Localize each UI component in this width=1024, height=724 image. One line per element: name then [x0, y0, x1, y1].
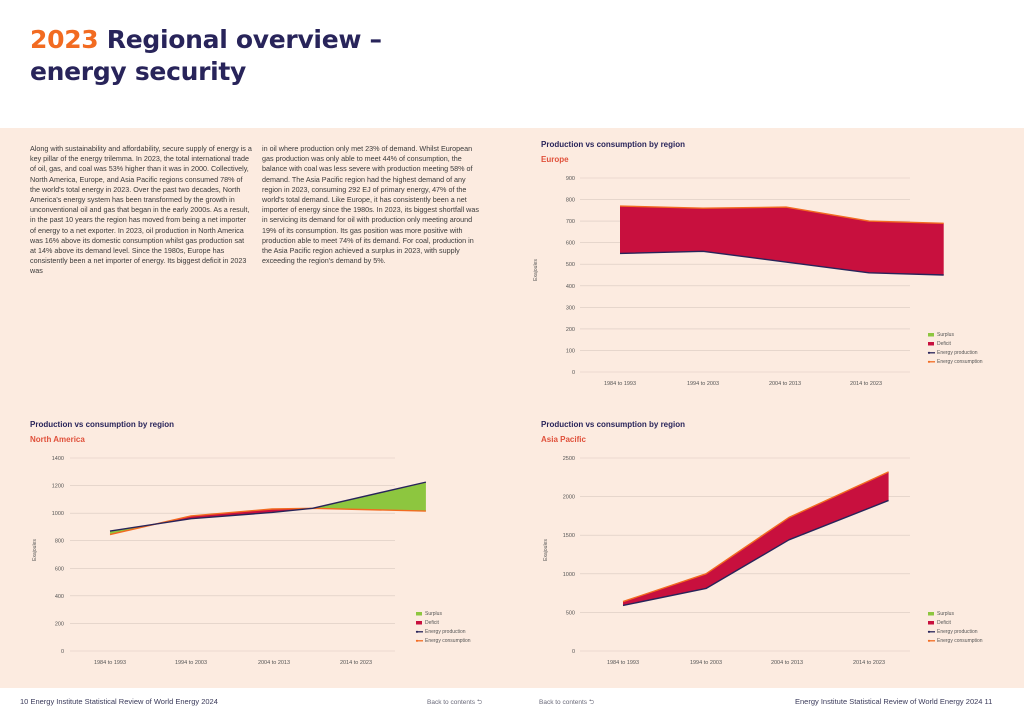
y-tick-label: 0 [61, 649, 64, 655]
legend-label-consumption: Energy consumption [937, 359, 983, 365]
europe-chart-region: Europe [541, 155, 569, 164]
x-tick-label: 2014 to 2023 [340, 660, 372, 666]
title-line-2: energy security [30, 57, 247, 86]
x-tick-label: 2014 to 2023 [850, 381, 882, 387]
y-tick-label: 2500 [563, 456, 575, 462]
y-tick-label: 800 [55, 539, 64, 545]
footer-right: Energy Institute Statistical Review of W… [795, 697, 992, 706]
legend-swatch-surplus [928, 333, 934, 337]
asia-pacific-chart: 0 500 1000 1500 2000 2500 1984 to 1993 1994 to … [543, 456, 983, 666]
deficit-area [703, 207, 786, 263]
legend-marker-production [927, 630, 931, 633]
back-to-contents-right[interactable]: Back to contents ⮌ [539, 699, 595, 706]
y-tick-label: 600 [566, 241, 575, 247]
x-tick-label: 1994 to 2003 [175, 660, 207, 666]
body-text-column-1: Along with sustainability and affordabil… [30, 144, 252, 276]
legend-label-deficit: Deficit [937, 341, 952, 347]
legend-swatch-surplus [928, 612, 934, 616]
y-axis-label: Exajoules [543, 539, 549, 561]
europe-chart-title: Production vs consumption by region [541, 140, 686, 149]
x-tick-label: 1984 to 1993 [94, 660, 126, 666]
legend-marker-production [927, 351, 931, 354]
consumption-line [619, 205, 944, 224]
y-tick-label: 500 [566, 610, 575, 616]
x-tick-label: 1994 to 2003 [690, 660, 722, 666]
body-text-column-2: in oil where production only met 23% of … [262, 144, 479, 266]
y-tick-label: 700 [566, 219, 575, 225]
asia-pacific-chart-region: Asia Pacific [541, 435, 586, 444]
y-tick-label: 1000 [52, 511, 64, 517]
y-tick-label: 1500 [563, 533, 575, 539]
consumption-line [622, 471, 889, 603]
legend-label-production: Energy production [937, 629, 978, 635]
x-tick-label: 2004 to 2013 [771, 660, 803, 666]
deficit-area [706, 517, 789, 589]
europe-chart: 0 100 200 300 400 500 600 700 800 900 1984 to 1993… [533, 176, 983, 387]
y-tick-label: 300 [566, 305, 575, 311]
y-tick-label: 0 [572, 370, 575, 376]
legend-marker-production [415, 630, 419, 633]
page-title: 2023 Regional overview – energy security [30, 24, 382, 88]
deficit-area [620, 206, 703, 254]
production-line [109, 481, 427, 532]
deficit-area [869, 221, 944, 275]
publication-title-left: Energy Institute Statistical Review of W… [30, 697, 218, 706]
legend-label-surplus: Surplus [937, 332, 954, 338]
north-america-chart-title: Production vs consumption by region [30, 420, 175, 429]
y-tick-label: 200 [566, 327, 575, 333]
x-tick-label: 2004 to 2013 [769, 381, 801, 387]
y-tick-label: 1400 [52, 456, 64, 462]
y-tick-label: 200 [55, 621, 64, 627]
legend-swatch-deficit [928, 342, 934, 346]
publication-title-right: Energy Institute Statistical Review of W… [795, 697, 983, 706]
north-america-chart-region: North America [30, 435, 85, 444]
legend-label-production: Energy production [937, 350, 978, 356]
legend-marker-consumption [415, 639, 419, 642]
title-text: Regional overview – [106, 25, 382, 54]
asia-pacific-chart-title: Production vs consumption by region [541, 420, 686, 429]
footer-left: 10 Energy Institute Statistical Review o… [20, 697, 218, 706]
legend-label-surplus: Surplus [937, 611, 954, 617]
x-tick-label: 2004 to 2013 [258, 660, 290, 666]
y-tick-label: 1200 [52, 484, 64, 490]
production-line [619, 250, 944, 276]
legend-label-production: Energy production [425, 629, 466, 635]
legend-marker-consumption [927, 360, 931, 363]
y-tick-label: 0 [572, 649, 575, 655]
back-to-contents-left[interactable]: Back to contents ⮌ [427, 699, 483, 706]
y-tick-label: 400 [566, 284, 575, 290]
legend-marker-consumption [927, 639, 931, 642]
deficit-area [789, 471, 889, 540]
x-tick-label: 2014 to 2023 [853, 660, 885, 666]
legend-label-surplus: Surplus [425, 611, 442, 617]
y-tick-label: 800 [566, 198, 575, 204]
y-tick-label: 500 [566, 262, 575, 268]
north-america-chart: 0 200 400 600 800 1000 1200 1400 1984 to 1993 199… [32, 456, 471, 666]
legend-label-deficit: Deficit [937, 620, 952, 626]
legend-label-consumption: Energy consumption [937, 638, 983, 644]
deficit-area [623, 573, 706, 606]
y-tick-label: 900 [566, 176, 575, 182]
page-number-right: 11 [984, 697, 993, 706]
x-tick-label: 1994 to 2003 [687, 381, 719, 387]
y-axis-label: Exajoules [32, 539, 38, 561]
legend-label-deficit: Deficit [425, 620, 440, 626]
x-tick-label: 1984 to 1993 [607, 660, 639, 666]
page-number-left: 10 [20, 697, 29, 706]
y-tick-label: 2000 [563, 495, 575, 501]
y-tick-label: 100 [566, 348, 575, 354]
title-year: 2023 [30, 25, 99, 54]
y-axis-label: Exajoules [533, 259, 539, 281]
legend-swatch-surplus [416, 612, 422, 616]
y-tick-label: 600 [55, 566, 64, 572]
x-tick-label: 1984 to 1993 [604, 381, 636, 387]
y-tick-label: 400 [55, 594, 64, 600]
legend-swatch-deficit [928, 621, 934, 625]
legend-swatch-deficit [416, 621, 422, 625]
production-line [622, 499, 889, 607]
legend-label-consumption: Energy consumption [425, 638, 471, 644]
deficit-area [786, 207, 869, 273]
y-tick-label: 1000 [563, 572, 575, 578]
